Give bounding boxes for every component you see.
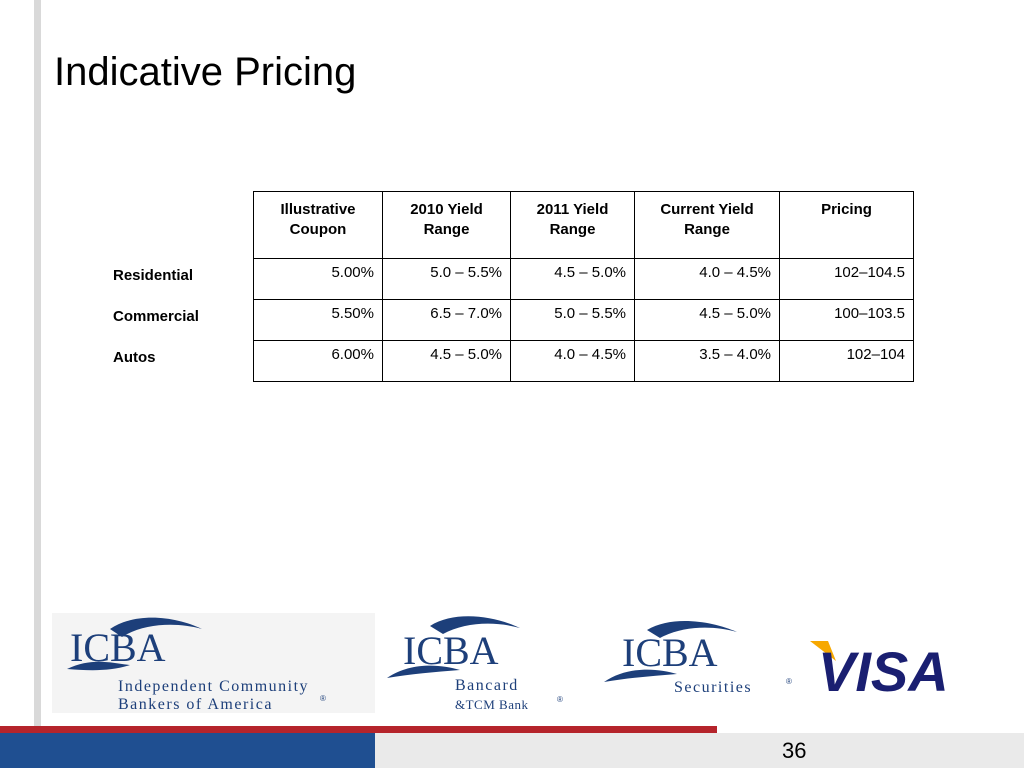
icba-securities-logo: ICBA Securities ® <box>602 618 800 702</box>
table-cell: 4.5 – 5.0% <box>634 299 780 341</box>
securities-swoosh-icon: ICBA Securities ® <box>604 621 792 696</box>
svg-text:&TCM Bank: &TCM Bank <box>455 697 528 712</box>
svg-text:Bancard: Bancard <box>455 677 519 694</box>
table-cell: 3.5 – 4.0% <box>634 340 780 382</box>
svg-text:®: ® <box>786 677 792 686</box>
header-illustrative-coupon: Illustrative Coupon <box>253 191 383 259</box>
table-cell: 100–103.5 <box>779 299 914 341</box>
table-cell: 5.00% <box>253 258 383 300</box>
table-cell: 5.0 – 5.5% <box>510 299 635 341</box>
bancard-swoosh-icon: ICBA Bancard &TCM Bank ® <box>387 616 563 712</box>
svg-text:Bankers of America: Bankers of America <box>118 696 273 713</box>
header-2011-yield-range: 2011 Yield Range <box>510 191 635 259</box>
page-number: 36 <box>782 738 807 763</box>
header-pricing: Pricing <box>779 191 914 259</box>
table-cell: 6.5 – 7.0% <box>382 299 511 341</box>
table-row: 6.00% 4.5 – 5.0% 4.0 – 4.5% 3.5 – 4.0% 1… <box>253 340 914 382</box>
table-cell: 102–104 <box>779 340 914 382</box>
header-current-yield-range: Current Yield Range <box>634 191 780 259</box>
table-header-row: Illustrative Coupon 2010 Yield Range 2011 … <box>253 191 914 259</box>
footer-gray-bar <box>375 733 1024 768</box>
pricing-table: Illustrative Coupon 2010 Yield Range 2011 … <box>253 191 914 382</box>
row-label-autos: Autos <box>113 349 156 366</box>
header-2010-yield-range: 2010 Yield Range <box>382 191 511 259</box>
visa-logo: VISA <box>808 635 976 703</box>
table-row: 5.50% 6.5 – 7.0% 5.0 – 5.5% 4.5 – 5.0% 1… <box>253 299 914 341</box>
table-cell: 4.5 – 5.0% <box>510 258 635 300</box>
table-cell: 6.00% <box>253 340 383 382</box>
table-cell: 4.0 – 4.5% <box>634 258 780 300</box>
svg-text:Independent Community: Independent Community <box>118 678 309 695</box>
icba-swoosh-icon: ICBA Independent Community Bankers of Am… <box>67 617 326 713</box>
svg-text:®: ® <box>557 695 563 704</box>
slide-title: Indicative Pricing <box>54 50 357 94</box>
table-row: 5.00% 5.0 – 5.5% 4.5 – 5.0% 4.0 – 4.5% 1… <box>253 258 914 300</box>
icba-bancard-logo: ICBA Bancard &TCM Bank ® <box>385 612 585 718</box>
footer-red-bar <box>0 726 717 733</box>
footer-blue-bar <box>0 733 375 768</box>
svg-text:Securities: Securities <box>674 679 752 696</box>
row-label-commercial: Commercial <box>113 308 199 325</box>
table-cell: 5.50% <box>253 299 383 341</box>
table-cell: 4.0 – 4.5% <box>510 340 635 382</box>
svg-text:®: ® <box>320 694 326 703</box>
svg-text:ICBA: ICBA <box>70 625 166 670</box>
visa-icon: VISA <box>810 640 949 703</box>
svg-text:ICBA: ICBA <box>403 628 499 673</box>
icba-logo: ICBA Independent Community Bankers of Am… <box>52 613 375 713</box>
svg-text:ICBA: ICBA <box>622 630 718 675</box>
row-label-residential: Residential <box>113 267 194 284</box>
svg-text:VISA: VISA <box>818 640 949 697</box>
table-cell: 4.5 – 5.0% <box>382 340 511 382</box>
table-cell: 5.0 – 5.5% <box>382 258 511 300</box>
table-cell: 102–104.5 <box>779 258 914 300</box>
left-accent-rule <box>34 0 41 768</box>
